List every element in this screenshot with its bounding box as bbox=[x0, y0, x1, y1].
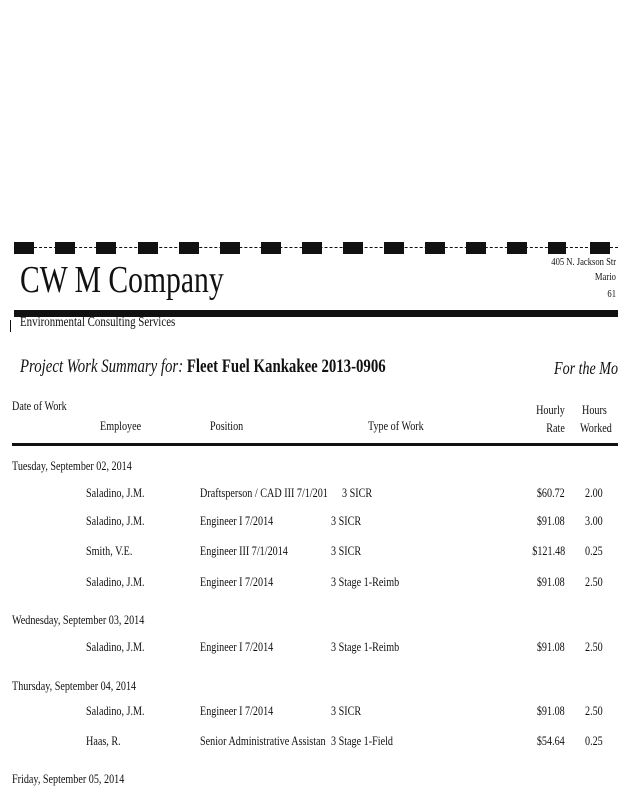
position-cell: Engineer I 7/2014 bbox=[200, 639, 274, 654]
type-cell: 3 SICR bbox=[331, 703, 362, 718]
rate-cell: $60.72 bbox=[537, 485, 565, 500]
position-cell: Draftsperson / CAD III 7/1/201 bbox=[200, 485, 328, 500]
hours-cell: 2.50 bbox=[585, 574, 603, 589]
col-employee: Employee bbox=[100, 418, 142, 433]
border-square bbox=[220, 242, 240, 254]
border-square bbox=[590, 242, 610, 254]
border-square bbox=[138, 242, 158, 254]
border-square bbox=[179, 242, 199, 254]
employee-cell: Haas, R. bbox=[86, 733, 121, 748]
employee-cell: Saladino, J.M. bbox=[86, 485, 145, 500]
position-cell: Senior Administrative Assistan bbox=[200, 733, 326, 748]
rate-cell: $91.08 bbox=[537, 513, 565, 528]
hours-cell: 0.25 bbox=[585, 543, 603, 558]
date-heading: Friday, September 05, 2014 bbox=[12, 771, 125, 786]
col-type: Type of Work bbox=[368, 418, 424, 433]
rate-cell: $91.08 bbox=[537, 574, 565, 589]
project-label: Project Work Summary for: bbox=[20, 356, 184, 377]
tagline: Environmental Consulting Services bbox=[20, 315, 176, 330]
hours-cell: 3.00 bbox=[585, 513, 603, 528]
project-name: Fleet Fuel Kankakee 2013-0906 bbox=[186, 356, 386, 377]
border-square bbox=[425, 242, 445, 254]
type-cell: 3 SICR bbox=[331, 543, 362, 558]
col-rate: Rate bbox=[546, 420, 565, 435]
hours-cell: 0.25 bbox=[585, 733, 603, 748]
date-heading: Thursday, September 04, 2014 bbox=[12, 678, 137, 693]
type-cell: 3 Stage 1-Field bbox=[331, 733, 393, 748]
address-line: 405 N. Jackson Str bbox=[551, 256, 616, 268]
type-cell: 3 Stage 1-Reimb bbox=[331, 639, 400, 654]
type-cell: 3 SICR bbox=[342, 485, 373, 500]
position-cell: Engineer I 7/2014 bbox=[200, 513, 274, 528]
border-square bbox=[384, 242, 404, 254]
border-square bbox=[261, 242, 281, 254]
date-heading: Wednesday, September 03, 2014 bbox=[12, 612, 145, 627]
header-rule bbox=[14, 310, 618, 317]
employee-cell: Saladino, J.M. bbox=[86, 574, 145, 589]
border-square bbox=[507, 242, 527, 254]
rate-cell: $121.48 bbox=[532, 543, 565, 558]
period-label: For the Mo bbox=[554, 358, 618, 378]
rate-cell: $91.08 bbox=[537, 703, 565, 718]
border-square bbox=[548, 242, 566, 254]
rate-cell: $91.08 bbox=[537, 639, 565, 654]
position-cell: Engineer III 7/1/2014 bbox=[200, 543, 288, 558]
company-name: CW M Company bbox=[20, 259, 224, 301]
border-square bbox=[55, 242, 75, 254]
border-square bbox=[466, 242, 486, 254]
col-hours: Worked bbox=[580, 420, 612, 435]
hours-cell: 2.50 bbox=[585, 703, 603, 718]
border-square bbox=[14, 242, 34, 254]
border-square bbox=[343, 242, 363, 254]
employee-cell: Saladino, J.M. bbox=[86, 703, 145, 718]
employee-cell: Smith, V.E. bbox=[86, 543, 133, 558]
date-heading: Tuesday, September 02, 2014 bbox=[12, 458, 132, 473]
position-cell: Engineer I 7/2014 bbox=[200, 703, 274, 718]
type-cell: 3 Stage 1-Reimb bbox=[331, 574, 400, 589]
col-hours: Hours bbox=[582, 402, 607, 417]
employee-cell: Saladino, J.M. bbox=[86, 639, 145, 654]
border-square bbox=[302, 242, 322, 254]
col-position: Position bbox=[210, 418, 244, 433]
hours-cell: 2.00 bbox=[585, 485, 603, 500]
col-date: Date of Work bbox=[12, 398, 67, 413]
address-line: Mario bbox=[595, 271, 616, 283]
project-title: Project Work Summary for: Fleet Fuel Kan… bbox=[20, 356, 489, 378]
table-header-rule bbox=[12, 443, 618, 446]
address-line: 61 bbox=[607, 288, 616, 300]
type-cell: 3 SICR bbox=[331, 513, 362, 528]
col-rate: Hourly bbox=[536, 402, 565, 417]
hours-cell: 2.50 bbox=[585, 639, 603, 654]
border-square bbox=[96, 242, 116, 254]
rate-cell: $54.64 bbox=[537, 733, 565, 748]
position-cell: Engineer I 7/2014 bbox=[200, 574, 274, 589]
employee-cell: Saladino, J.M. bbox=[86, 513, 145, 528]
margin-mark bbox=[10, 320, 11, 332]
